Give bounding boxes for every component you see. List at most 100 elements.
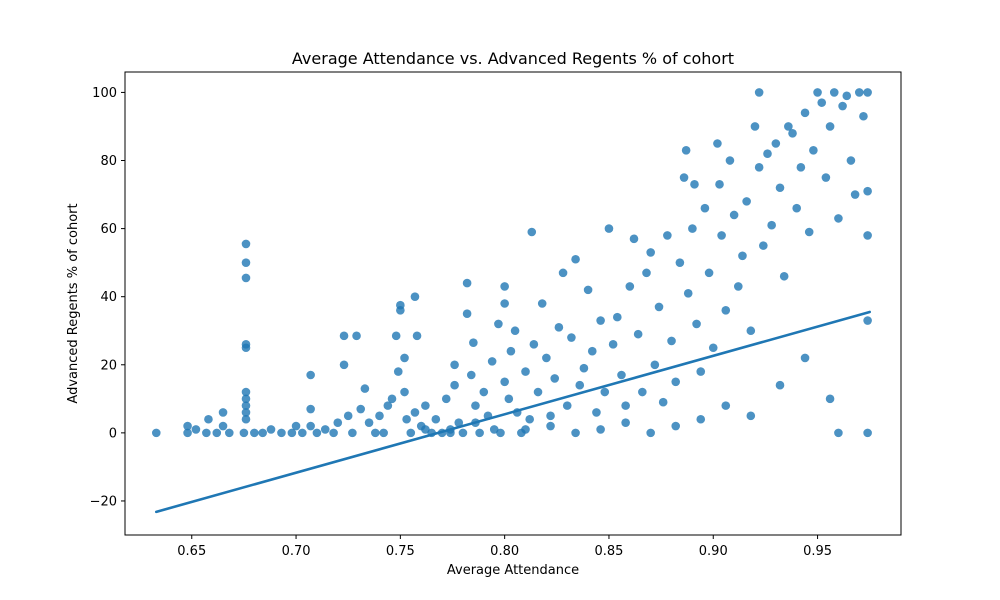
y-tick-label: 40: [100, 290, 117, 305]
scatter-point: [277, 428, 286, 438]
scatter-point: [725, 156, 735, 165]
scatter-point: [191, 425, 201, 434]
scatter-point: [431, 414, 441, 424]
scatter-point: [202, 428, 211, 438]
scatter-point: [537, 299, 547, 308]
scatter-point: [204, 414, 213, 424]
scatter-point: [546, 411, 555, 421]
scatter-point: [796, 163, 806, 172]
scatter-point: [742, 197, 751, 206]
scatter-point: [800, 108, 810, 118]
scatter-point: [241, 394, 251, 404]
scatter-point: [458, 428, 468, 438]
scatter-point: [183, 421, 192, 431]
scatter-point: [475, 428, 484, 438]
scatter-point: [375, 411, 384, 421]
scatter-point: [562, 401, 572, 410]
scatter-point: [625, 282, 635, 291]
axes: 0.65 0.70 0.75 0.80 0.85 0.90 0.95 −20 0 20 40 60 80…: [90, 86, 832, 559]
x-tick-label: 0.65: [177, 544, 206, 559]
scatter-point: [688, 224, 697, 233]
scatter-point: [546, 421, 555, 431]
scatter-point: [700, 203, 710, 213]
scatter-point: [675, 258, 685, 267]
scatter-point: [151, 428, 161, 438]
scatter-point: [410, 408, 420, 417]
scatter-point: [763, 149, 772, 159]
scatter-point: [792, 203, 801, 213]
scatter-point: [504, 394, 514, 404]
scatter-point: [771, 139, 781, 148]
scatter-point: [708, 343, 718, 353]
scatter-point: [738, 251, 747, 261]
scatter-point: [542, 353, 551, 363]
x-tick-label: 0.95: [803, 544, 832, 559]
scatter-point: [721, 306, 731, 315]
scatter-point: [471, 401, 480, 410]
scatter-point: [521, 367, 530, 376]
scatter-point: [550, 374, 560, 383]
scatter-point: [729, 210, 739, 220]
scatter-point: [412, 331, 422, 341]
scatter-point: [683, 288, 693, 298]
scatter-point: [387, 394, 397, 404]
scatter-point: [654, 302, 664, 312]
scatter-point: [329, 428, 338, 438]
scatter-point: [863, 316, 872, 325]
scatter-point: [759, 241, 768, 250]
y-tick-label: 20: [100, 358, 117, 373]
scatter-point: [754, 163, 764, 172]
scatter-point: [525, 414, 534, 424]
scatter-point: [371, 428, 380, 438]
scatter-point: [360, 384, 370, 393]
scatter-point: [846, 156, 856, 165]
scatter-point: [671, 421, 681, 431]
scatter-point: [617, 370, 626, 380]
scatter-point: [579, 363, 589, 373]
scatter-point: [825, 394, 835, 404]
scatter-point: [621, 418, 630, 427]
scatter-point: [775, 183, 785, 193]
scatter-point: [500, 377, 509, 387]
scatter-point: [343, 411, 353, 421]
scatter-point: [850, 190, 860, 199]
scatter-point: [241, 408, 251, 417]
regression-line: [154, 310, 872, 514]
scatter-point: [775, 380, 785, 390]
y-tick-label: 80: [100, 154, 117, 169]
scatter-point: [558, 268, 568, 278]
scatter-point: [733, 282, 743, 291]
x-axis-title: Average Attendance: [447, 563, 579, 578]
scatter-point: [813, 88, 822, 97]
plot-area: [151, 88, 872, 514]
scatter-point: [400, 353, 409, 363]
scatter-point: [400, 387, 409, 397]
scatter-point: [696, 367, 706, 376]
scatter-point: [500, 299, 509, 308]
scatter-point: [391, 331, 401, 341]
scatter-point: [320, 425, 330, 434]
scatter-point: [804, 227, 814, 237]
scatter-point: [183, 428, 192, 438]
scatter-point: [402, 414, 411, 424]
scatter-point: [600, 387, 610, 397]
scatter-point: [383, 401, 393, 410]
scatter-point: [529, 340, 539, 349]
scatter-point: [571, 428, 580, 438]
scatter-point: [410, 292, 420, 301]
scatter-point: [621, 401, 630, 410]
scatter-point: [567, 333, 576, 342]
scatter-point: [306, 421, 315, 431]
scatter-point: [496, 428, 505, 438]
scatter-point: [633, 329, 643, 339]
scatter-point: [746, 326, 756, 336]
scatter-point: [469, 338, 478, 347]
scatter-point: [454, 418, 464, 427]
scatter-point: [604, 224, 614, 233]
scatter-point: [348, 428, 357, 438]
x-tick-label: 0.90: [699, 544, 728, 559]
scatter-point: [717, 231, 726, 240]
scatter-point: [450, 380, 459, 390]
scatter-point: [638, 387, 647, 397]
